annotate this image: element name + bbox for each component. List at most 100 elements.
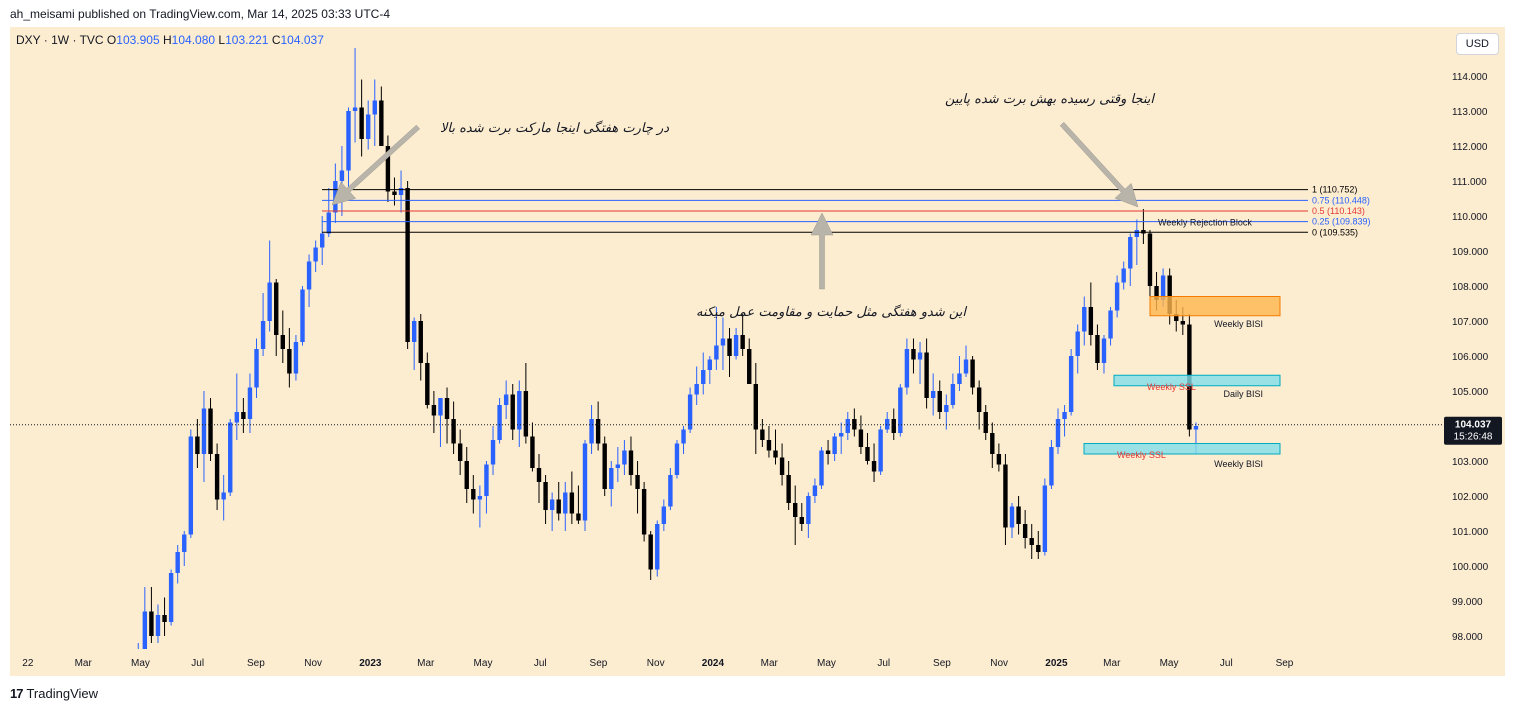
axes-layer: 98.000 99.000 100.000 101.000 102.000 103.000…: [10, 27, 1505, 676]
chart-area[interactable]: 1 (110.752) 0.75 (110.448) 0.5 (110.143) 0.…: [10, 27, 1505, 676]
zone-box: [1113, 374, 1281, 387]
candle-body: [431, 405, 437, 416]
time-tick-label: 2024: [702, 658, 725, 669]
time-tick-label: Nov: [990, 658, 1008, 669]
last-price-badge: [1444, 416, 1502, 445]
candle-body: [149, 611, 154, 636]
time-tick-label: May: [817, 658, 836, 669]
candle-body: [727, 338, 732, 356]
candle-body: [1042, 485, 1048, 552]
chart-label: Weekly Rejection Block: [1158, 217, 1252, 227]
low-value: 103.221: [225, 33, 269, 47]
chart-label: Weekly BISI: [1214, 319, 1263, 329]
candle-body: [411, 321, 417, 342]
candle-body: [536, 468, 542, 482]
candle-body: [490, 440, 496, 465]
candle-body: [1082, 307, 1087, 332]
candle-body: [1101, 338, 1107, 363]
candle-body: [858, 429, 864, 447]
candle-body: [201, 408, 207, 454]
candle-body: [871, 461, 877, 472]
candle-body: [582, 443, 588, 521]
candle-body: [1180, 321, 1186, 325]
candle-body: [1009, 506, 1015, 528]
candle-body: [1075, 331, 1080, 356]
candle-body: [418, 321, 423, 363]
currency-button[interactable]: USD: [1455, 33, 1499, 55]
candle-body: [464, 461, 469, 489]
candle-body: [812, 485, 818, 496]
time-tick-label: Mar: [75, 658, 93, 669]
plot-background: [10, 27, 1442, 649]
chart-label: Weekly SSL: [1147, 382, 1196, 392]
candle-body: [970, 359, 975, 388]
high-label: H: [163, 33, 172, 47]
candle-body: [937, 391, 942, 412]
time-tick-label: May: [474, 658, 493, 669]
price-tick-label: 98.000: [1452, 632, 1483, 643]
candle-body: [806, 496, 811, 524]
candle-body: [484, 464, 489, 496]
candle-body: [1068, 356, 1074, 412]
time-tick-label: 2025: [1045, 658, 1068, 669]
zone-box: [1149, 296, 1281, 317]
candle-body: [779, 457, 785, 475]
candle-body: [1016, 506, 1021, 524]
time-tick-label: 22: [22, 658, 34, 669]
candle-body: [359, 107, 364, 139]
price-chart[interactable]: 1 (110.752)0.75 (110.448)0.5 (110.143)0.…: [10, 27, 1505, 676]
candle-body: [497, 405, 502, 440]
time-axis: [10, 649, 1505, 676]
fib-level-label: 0.75 (110.448): [1312, 195, 1370, 205]
annotation-middle: این شدو هفتگی مثل حمایت و مقاومت عمل میک…: [696, 305, 967, 320]
candle-body: [142, 611, 148, 650]
symbol-label: DXY · 1W · TVC: [16, 33, 104, 47]
time-tick-label: Jul: [1220, 658, 1233, 669]
price-tick-label: 107.000: [1452, 317, 1489, 328]
candle-body: [530, 436, 535, 468]
candle-body: [517, 391, 522, 430]
fib-level-label: 0.25 (109.839): [1312, 217, 1371, 227]
candle-body: [1147, 233, 1153, 286]
candle-body: [228, 422, 233, 493]
low-label: L: [218, 33, 226, 47]
candle-body: [549, 499, 555, 510]
candle-body: [681, 429, 686, 444]
candle-body: [595, 419, 601, 444]
candle-body: [622, 450, 627, 465]
overlays-layer: 1 (110.752)0.75 (110.448)0.5 (110.143)0.…: [10, 121, 1442, 469]
candle-body: [740, 335, 745, 349]
candle-body: [254, 349, 259, 388]
tradingview-logo-icon: 17: [10, 686, 24, 701]
time-tick-label: May: [1160, 658, 1179, 669]
arrow-icon: [331, 124, 421, 206]
candle-body: [1174, 314, 1179, 321]
annotation-top-left: در چارت هفتگی اینجا مارکت برت شده بالا: [440, 121, 670, 136]
candle-body: [1108, 310, 1113, 339]
candle-body: [168, 573, 174, 622]
candle-body: [221, 492, 226, 500]
candle-body: [155, 615, 161, 636]
candle-body: [884, 419, 890, 430]
candle-body: [845, 419, 850, 433]
price-tick-label: 102.000: [1452, 492, 1489, 503]
candle-body: [898, 387, 903, 433]
close-label: C: [271, 33, 281, 47]
arrow-icon: [1059, 121, 1139, 208]
footer-brand: TradingView: [26, 686, 99, 701]
candle-body: [1049, 447, 1054, 486]
candle-body: [615, 464, 621, 468]
candle-body: [707, 359, 713, 370]
candle-body: [188, 436, 194, 535]
time-tick-label: Mar: [761, 658, 779, 669]
fib-level-label: 0 (109.535): [1312, 227, 1358, 237]
candle-body: [983, 412, 988, 433]
candle-body: [195, 436, 200, 454]
candles-layer: [131, 48, 1199, 676]
candle-body: [365, 114, 371, 139]
candle-body: [1114, 282, 1120, 311]
candle-body: [963, 359, 969, 374]
time-tick-label: Mar: [417, 658, 435, 669]
time-tick-label: Nov: [647, 658, 665, 669]
ohlc-legend: DXY · 1W · TVC O103.905 H104.080 L103.22…: [16, 33, 324, 47]
